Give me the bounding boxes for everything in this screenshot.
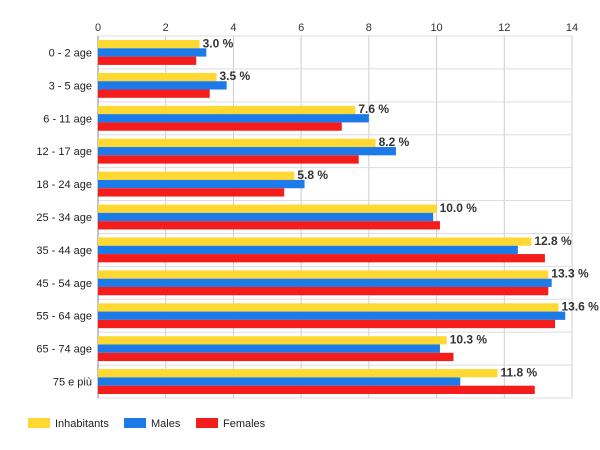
y-axis-categories: 0 - 2 age 3 - 5 age 6 - 11 age 12 - 17 age 1… [36, 47, 92, 388]
x-tick-label: 8 [366, 22, 372, 34]
data-label: 12.8 % [534, 234, 572, 248]
bar-males-1 [98, 81, 227, 90]
y-category-label: 75 e più [53, 377, 92, 389]
bar-males-5 [98, 212, 434, 222]
bars [98, 40, 566, 394]
y-category-label: 65 - 74 age [36, 344, 92, 356]
y-category-label: 6 - 11 age [43, 113, 92, 125]
bar-males-3 [98, 147, 396, 156]
bar-females-4 [98, 188, 285, 197]
bar-inhabitants-8 [98, 303, 559, 312]
legend-label-males: Males [151, 418, 181, 430]
bar-females-0 [98, 56, 197, 65]
bar-females-9 [98, 352, 454, 362]
y-category-label: 35 - 44 age [36, 245, 92, 257]
y-category-label: 45 - 54 age [36, 278, 92, 290]
data-label: 7.6 % [358, 102, 389, 116]
data-label: 13.3 % [551, 267, 589, 281]
bar-males-7 [98, 278, 552, 287]
data-label: 3.0 % [203, 36, 234, 50]
data-label: 5.8 % [297, 168, 328, 182]
data-label: 11.8 % [501, 365, 538, 379]
bar-inhabitants-7 [98, 270, 549, 279]
grid-lines [97, 35, 573, 399]
bar-females-5 [98, 221, 440, 230]
bar-inhabitants-4 [98, 171, 295, 180]
x-tick-label: 6 [298, 22, 304, 34]
y-category-label: 3 - 5 age [49, 80, 92, 92]
bar-females-3 [98, 155, 359, 164]
bar-males-6 [98, 245, 518, 255]
x-tick-label: 2 [163, 22, 169, 34]
data-label: 10.0 % [440, 201, 478, 215]
bar-inhabitants-1 [98, 72, 217, 82]
data-label: 13.6 % [561, 300, 599, 314]
bar-males-4 [98, 179, 305, 189]
bar-females-10 [98, 385, 535, 394]
legend-swatch-females [196, 418, 218, 428]
legend-label-inhabitants: Inhabitants [55, 418, 109, 430]
bar-females-7 [98, 286, 549, 296]
x-axis-ticks: 0 2 4 6 8 10 12 14 [95, 22, 578, 34]
x-tick-label: 4 [230, 22, 236, 34]
y-category-label: 18 - 24 age [36, 179, 92, 191]
bar-inhabitants-9 [98, 336, 447, 345]
legend-swatch-males [124, 418, 146, 428]
y-category-label: 55 - 64 age [36, 311, 92, 323]
data-labels: 3.0 % 3.5 % 7.6 % 8.2 % 5.8 % 10.0 % 12.8 % 13.… [203, 36, 600, 379]
bar-inhabitants-2 [98, 105, 356, 115]
legend-swatch-inhabitants [28, 418, 50, 428]
bar-inhabitants-3 [98, 138, 376, 148]
bar-inhabitants-0 [98, 40, 200, 49]
bar-males-2 [98, 114, 369, 123]
bar-females-1 [98, 89, 210, 98]
y-category-label: 25 - 34 age [36, 212, 92, 224]
y-category-label: 0 - 2 age [49, 47, 92, 59]
bar-males-8 [98, 311, 566, 320]
bar-males-0 [98, 48, 207, 57]
legend-label-females: Females [223, 418, 266, 430]
bar-females-2 [98, 122, 342, 131]
data-label: 10.3 % [450, 332, 488, 346]
data-label: 3.5 % [220, 69, 251, 83]
bar-males-9 [98, 344, 440, 353]
legend: Inhabitants Males Females [28, 418, 266, 430]
x-tick-label: 0 [95, 22, 101, 34]
data-label: 8.2 % [379, 135, 410, 149]
y-category-label: 12 - 17 age [36, 146, 92, 158]
x-tick-label: 12 [498, 22, 510, 34]
bar-females-6 [98, 254, 545, 263]
bar-inhabitants-5 [98, 204, 437, 213]
bar-males-10 [98, 377, 461, 386]
bar-females-8 [98, 319, 556, 329]
x-tick-label: 10 [430, 22, 442, 34]
x-tick-label: 14 [566, 22, 578, 34]
bar-inhabitants-6 [98, 237, 532, 246]
bar-inhabitants-10 [98, 369, 498, 378]
